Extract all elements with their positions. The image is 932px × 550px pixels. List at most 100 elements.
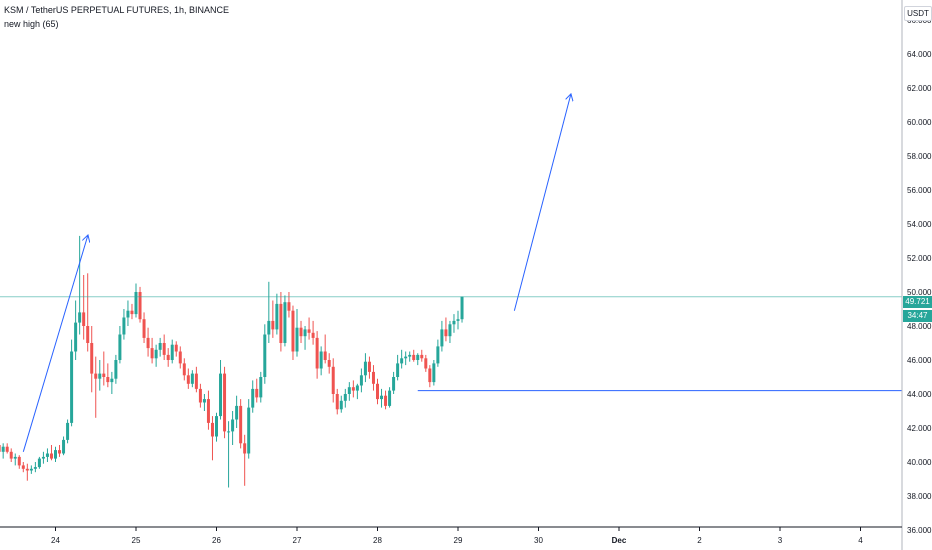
candle-body [13, 456, 17, 459]
axes [0, 0, 903, 550]
candle-body [275, 303, 279, 330]
candle-body [102, 373, 106, 377]
currency-label[interactable]: USDT [904, 6, 932, 21]
candle-body [118, 334, 122, 360]
candle-body [251, 388, 255, 408]
candle-body [45, 453, 49, 457]
candle-body [110, 378, 114, 383]
candle-body [150, 348, 154, 359]
candle-body [190, 373, 194, 384]
candle-body [388, 390, 392, 406]
candle-body [82, 312, 86, 326]
chart-title: KSM / TetherUS PERPETUAL FUTURES, 1h, BI… [4, 5, 230, 15]
candle-body [41, 456, 45, 459]
candle-body [126, 310, 130, 318]
candle-body [396, 363, 400, 377]
candle-body [33, 467, 37, 469]
candle-body [279, 303, 283, 343]
candle-body [460, 296, 464, 320]
candle-body [319, 351, 323, 369]
time-tick-label: 28 [373, 536, 382, 545]
candle-body [420, 354, 424, 359]
countdown-badge: 34:47 [903, 310, 932, 322]
candle-body [210, 422, 214, 437]
candle-body [134, 292, 138, 315]
candle-body [198, 388, 202, 403]
price-tick-label: 44.000 [907, 390, 932, 399]
candle-body [146, 337, 150, 349]
candle-body [440, 329, 444, 347]
candle-body [94, 373, 98, 379]
candle-body [287, 302, 291, 311]
candle-body [327, 360, 331, 367]
candle-body [223, 373, 227, 432]
candle-body [371, 371, 375, 384]
candle-body [170, 344, 174, 360]
price-tick-label: 58.000 [907, 152, 932, 161]
time-axis[interactable]: 24 25 26 27 28 29 30 Dec 2 3 4 [51, 527, 863, 545]
candle-body [219, 373, 223, 417]
candle-body [299, 327, 303, 337]
candle-body [295, 327, 299, 352]
price-tick-label: 64.000 [907, 50, 932, 59]
trend-arrow [513, 95, 570, 311]
price-tick-label: 50.000 [907, 288, 932, 297]
candle-body [62, 439, 66, 454]
candle-body [106, 377, 110, 383]
price-tick-label: 38.000 [907, 492, 932, 501]
candle-body [456, 319, 460, 321]
candle-body [424, 358, 428, 369]
price-tick-label: 40.000 [907, 458, 932, 467]
candle-body [206, 399, 210, 423]
candle-body [25, 468, 29, 471]
candle-body [70, 351, 74, 423]
time-tick-label: 29 [454, 536, 463, 545]
candle-body [355, 385, 359, 391]
time-tick-label: Dec [612, 536, 627, 545]
candle-body [74, 322, 78, 352]
candle-body [54, 450, 57, 459]
candle-body [166, 354, 170, 360]
candle-body [98, 373, 102, 379]
price-tick-label: 62.000 [907, 84, 932, 93]
trend-arrow [22, 236, 87, 452]
candle-body [291, 310, 295, 352]
time-tick-label: 25 [132, 536, 141, 545]
time-tick-label: 27 [293, 536, 302, 545]
candle-body [263, 334, 267, 377]
price-tick-label: 52.000 [907, 254, 932, 263]
candle-body [400, 358, 404, 364]
candle-body [452, 320, 456, 325]
candle-body [90, 343, 94, 374]
candle-body [37, 458, 41, 468]
candle-body [392, 377, 396, 391]
time-tick-label: 26 [212, 536, 221, 545]
candle-body [5, 446, 9, 452]
time-tick-label: 3 [778, 536, 783, 545]
price-axis[interactable]: 36.000 38.000 40.000 42.000 44.000 46.000 48.0… [907, 0, 932, 535]
candle-body [243, 443, 247, 454]
candle-body [267, 320, 271, 335]
candle-body [359, 375, 363, 386]
candle-body [178, 351, 182, 364]
candle-body [194, 373, 198, 389]
time-tick-label: 30 [534, 536, 543, 545]
candle-body [66, 422, 70, 440]
candle-body [347, 387, 351, 394]
indicator-label[interactable]: new high (65) [4, 19, 59, 29]
candle-body [376, 383, 379, 400]
candles [0, 235, 464, 488]
candle-body [158, 343, 162, 350]
price-tick-label: 46.000 [907, 356, 932, 365]
candle-body [428, 368, 432, 383]
candle-body [339, 400, 343, 410]
candle-body [174, 344, 178, 352]
price-tick-label: 60.000 [907, 118, 932, 127]
candle-body [363, 361, 367, 376]
candle-body [154, 349, 158, 359]
candle-body [432, 363, 436, 383]
candle-body [86, 326, 90, 343]
candle-body [162, 343, 166, 355]
candle-body [404, 356, 408, 359]
